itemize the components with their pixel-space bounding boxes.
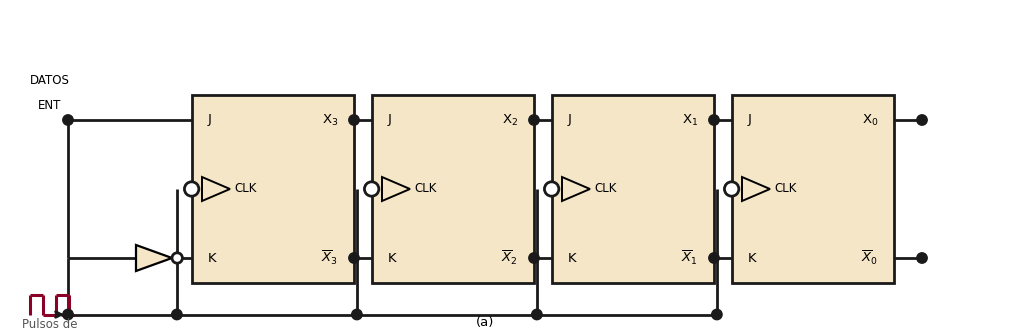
Circle shape	[528, 253, 540, 263]
Text: J: J	[748, 114, 752, 127]
Text: CLK: CLK	[594, 182, 616, 195]
Circle shape	[725, 182, 739, 196]
Text: CLK: CLK	[234, 182, 257, 195]
Text: $\overline{X}_{2}$: $\overline{X}_{2}$	[502, 249, 518, 267]
Circle shape	[62, 115, 74, 125]
Text: X$_{3}$: X$_{3}$	[322, 113, 338, 128]
Bar	[732, 95, 894, 283]
Circle shape	[172, 309, 182, 320]
Circle shape	[711, 309, 723, 320]
Text: K: K	[748, 251, 756, 264]
Circle shape	[62, 309, 74, 320]
Circle shape	[365, 182, 379, 196]
Text: (a): (a)	[476, 316, 495, 329]
Text: J: J	[208, 114, 212, 127]
Polygon shape	[382, 177, 410, 201]
Circle shape	[917, 253, 927, 263]
Text: $\overline{X}_{0}$: $\overline{X}_{0}$	[861, 249, 878, 267]
Bar	[372, 95, 535, 283]
Text: J: J	[388, 114, 391, 127]
Text: $\overline{X}_{3}$: $\overline{X}_{3}$	[321, 249, 338, 267]
Text: K: K	[568, 251, 576, 264]
Circle shape	[709, 115, 719, 125]
Circle shape	[184, 182, 199, 196]
Text: ENT: ENT	[38, 99, 61, 112]
Text: X$_{2}$: X$_{2}$	[502, 113, 518, 128]
Text: X$_{0}$: X$_{0}$	[862, 113, 878, 128]
Text: DATOS: DATOS	[30, 74, 69, 87]
Polygon shape	[136, 245, 172, 271]
Text: desplazamiento: desplazamiento	[2, 332, 96, 333]
Circle shape	[172, 253, 182, 263]
Circle shape	[531, 309, 542, 320]
Bar	[552, 95, 714, 283]
Circle shape	[349, 115, 359, 125]
Text: Pulsos de: Pulsos de	[21, 318, 78, 331]
Polygon shape	[562, 177, 590, 201]
Bar	[192, 95, 354, 283]
Circle shape	[709, 253, 719, 263]
Text: $\overline{X}_{1}$: $\overline{X}_{1}$	[682, 249, 698, 267]
Text: X$_{1}$: X$_{1}$	[682, 113, 698, 128]
Text: J: J	[568, 114, 572, 127]
Text: K: K	[208, 251, 217, 264]
Circle shape	[917, 115, 927, 125]
Circle shape	[528, 115, 540, 125]
Circle shape	[352, 309, 362, 320]
Circle shape	[545, 182, 559, 196]
Text: CLK: CLK	[774, 182, 796, 195]
Text: CLK: CLK	[414, 182, 436, 195]
Circle shape	[349, 253, 359, 263]
Text: K: K	[388, 251, 397, 264]
Polygon shape	[742, 177, 770, 201]
Polygon shape	[202, 177, 230, 201]
